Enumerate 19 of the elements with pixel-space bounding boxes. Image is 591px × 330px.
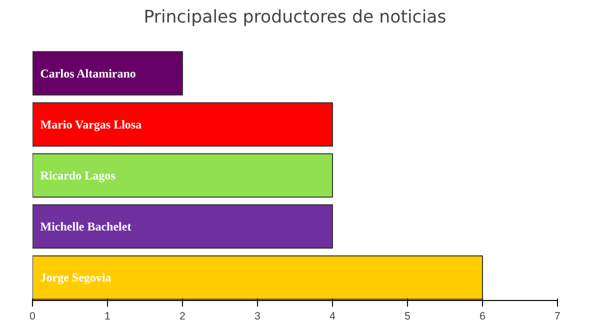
x-tick-label: 5 <box>404 310 411 322</box>
x-tick-label: 3 <box>254 310 261 322</box>
x-tick-label: 2 <box>180 310 186 322</box>
chart-title: Principales productores de noticias <box>144 8 446 28</box>
bar <box>32 153 333 198</box>
y-tick-label: Ricardo Lagos <box>40 168 116 182</box>
bar <box>32 102 333 147</box>
x-tick-label: 6 <box>480 310 486 322</box>
x-tick-label: 4 <box>330 310 336 322</box>
y-tick-label: Jorge Segovia <box>40 270 112 285</box>
y-tick-label: Mario Vargas Llosa <box>40 117 142 132</box>
x-tick-label: 1 <box>104 310 111 322</box>
y-tick-label: Carlos Altamirano <box>40 66 136 80</box>
bar <box>32 204 333 249</box>
bar <box>32 255 483 300</box>
bar <box>32 51 183 96</box>
y-tick-label: Michelle Bachelet <box>40 219 132 234</box>
x-tick-label: 0 <box>30 310 36 322</box>
x-tick-label: 7 <box>554 310 561 322</box>
